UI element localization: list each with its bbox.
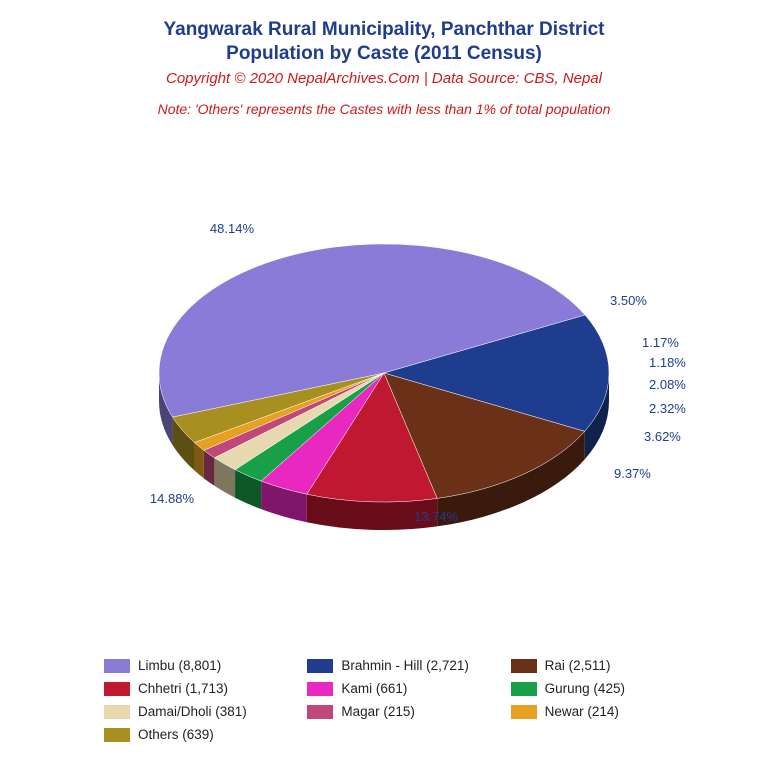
legend-item: Rai (2,511) bbox=[511, 658, 704, 673]
legend-item: Damai/Dholi (381) bbox=[104, 704, 297, 719]
legend-item: Others (639) bbox=[104, 727, 297, 742]
legend-item: Gurung (425) bbox=[511, 681, 704, 696]
title-line-2: Population by Caste (2011 Census) bbox=[226, 43, 542, 64]
pie-top bbox=[159, 244, 609, 502]
legend-label: Chhetri (1,713) bbox=[138, 681, 228, 696]
legend-swatch bbox=[104, 705, 130, 719]
legend-label: Newar (214) bbox=[545, 704, 619, 719]
chart-subtitle: Copyright © 2020 NepalArchives.Com | Dat… bbox=[166, 70, 602, 87]
title-line-1: Yangwarak Rural Municipality, Panchthar … bbox=[164, 19, 605, 40]
legend-swatch bbox=[104, 728, 130, 742]
legend-swatch bbox=[307, 705, 333, 719]
slice-label: 2.08% bbox=[649, 377, 686, 392]
pie-chart-area: 48.14% 14.88% 13.74% 9.37% 3.62% 2.32% 2.08% 1.… bbox=[12, 117, 756, 651]
slice-label: 3.62% bbox=[644, 429, 681, 444]
legend-label: Limbu (8,801) bbox=[138, 658, 221, 673]
slice-label: 1.18% bbox=[649, 355, 686, 370]
legend-swatch bbox=[511, 659, 537, 673]
slice-label: 13.74% bbox=[414, 509, 459, 524]
legend-item: Kami (661) bbox=[307, 681, 500, 696]
chart-container: Yangwarak Rural Municipality, Panchthar … bbox=[0, 0, 768, 768]
pie-chart-svg: 48.14% 14.88% 13.74% 9.37% 3.62% 2.32% 2.08% 1.… bbox=[24, 168, 744, 598]
legend-swatch bbox=[511, 682, 537, 696]
chart-note: Note: 'Others' represents the Castes wit… bbox=[158, 101, 611, 117]
slice-label: 9.37% bbox=[614, 466, 651, 481]
legend-item: Brahmin - Hill (2,721) bbox=[307, 658, 500, 673]
legend-swatch bbox=[307, 682, 333, 696]
legend-swatch bbox=[511, 705, 537, 719]
legend-label: Magar (215) bbox=[341, 704, 415, 719]
slice-label: 2.32% bbox=[649, 401, 686, 416]
chart-title: Yangwarak Rural Municipality, Panchthar … bbox=[164, 18, 605, 66]
slice-label: 48.14% bbox=[210, 221, 255, 236]
legend-label: Rai (2,511) bbox=[545, 658, 611, 673]
legend-swatch bbox=[104, 659, 130, 673]
legend-label: Kami (661) bbox=[341, 681, 407, 696]
slice-label: 14.88% bbox=[150, 491, 195, 506]
legend-label: Brahmin - Hill (2,721) bbox=[341, 658, 469, 673]
legend-label: Damai/Dholi (381) bbox=[138, 704, 247, 719]
legend-label: Others (639) bbox=[138, 727, 214, 742]
legend-label: Gurung (425) bbox=[545, 681, 625, 696]
legend-item: Magar (215) bbox=[307, 704, 500, 719]
slice-label: 3.50% bbox=[610, 293, 647, 308]
legend-item: Chhetri (1,713) bbox=[104, 681, 297, 696]
slice-label: 1.17% bbox=[642, 335, 679, 350]
legend-item: Newar (214) bbox=[511, 704, 704, 719]
legend-item: Limbu (8,801) bbox=[104, 658, 297, 673]
legend: Limbu (8,801) Brahmin - Hill (2,721) Rai (… bbox=[64, 658, 704, 742]
legend-swatch bbox=[104, 682, 130, 696]
legend-swatch bbox=[307, 659, 333, 673]
